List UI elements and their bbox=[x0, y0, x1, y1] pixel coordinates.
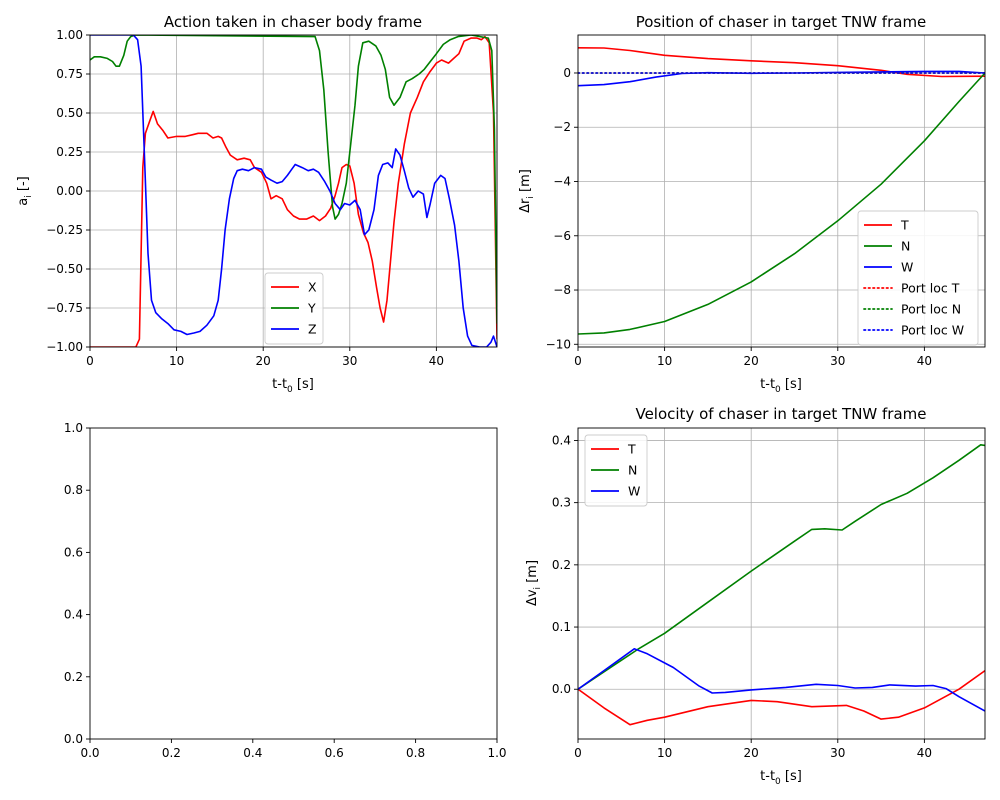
position-x-axis-label: t-t0 [s] bbox=[760, 377, 802, 395]
position-xtick-label: 10 bbox=[657, 354, 672, 368]
position-title: Position of chaser in target TNW frame bbox=[636, 13, 927, 31]
actions-panel: Action taken in chaser body frame t-t0 [… bbox=[16, 13, 498, 395]
actions-series-group bbox=[90, 35, 497, 347]
velocity-ytick-label: 0.0 bbox=[552, 682, 571, 696]
actions-title: Action taken in chaser body frame bbox=[164, 13, 422, 31]
actions-xtick-label: 0 bbox=[86, 354, 94, 368]
position-axes-frame bbox=[577, 34, 986, 348]
position-ytick-label: −4 bbox=[553, 175, 571, 189]
actions-y-axis-label: ai [-] bbox=[16, 176, 34, 205]
actions-xtick-label: 10 bbox=[169, 354, 184, 368]
velocity-legend: TNW bbox=[584, 434, 648, 507]
empty-xtick-label: 0.4 bbox=[243, 746, 262, 760]
position-series-group bbox=[578, 47, 985, 335]
actions-ytick-label: −0.25 bbox=[46, 223, 83, 237]
actions-ytick-label: 0.50 bbox=[56, 106, 83, 120]
velocity-series-group bbox=[578, 443, 985, 726]
velocity-plot-area: 0 10 20 30 40 0.0 0.1 0.2 0.3 0.4 bbox=[552, 427, 986, 760]
position-legend: TNW Port loc T Port loc N Port loc W bbox=[857, 210, 979, 346]
position-legend-label: Port loc N bbox=[901, 302, 961, 317]
actions-ytick-label: 0.00 bbox=[56, 184, 83, 198]
actions-legend-label: X bbox=[308, 280, 317, 295]
velocity-ytick-label: 0.2 bbox=[552, 558, 571, 572]
position-xtick-label: 0 bbox=[574, 354, 582, 368]
velocity-legend-label: N bbox=[628, 463, 637, 478]
velocity-y-axis-label: Δvi [m] bbox=[525, 560, 543, 606]
actions-xtick-label: 40 bbox=[429, 354, 444, 368]
position-ytick-label: −2 bbox=[553, 120, 571, 134]
velocity-series-t bbox=[578, 669, 985, 726]
empty-plot-area: 0.0 0.2 0.4 0.6 0.8 1.0 0.0 0.2 0.4 0.6 0.8 1.0 bbox=[64, 421, 507, 760]
position-legend-label: W bbox=[901, 260, 913, 275]
position-series-n bbox=[578, 72, 985, 335]
position-legend-label: T bbox=[900, 218, 909, 233]
actions-legend-label: Y bbox=[307, 301, 316, 316]
velocity-axes-frame bbox=[577, 427, 986, 740]
actions-ytick-label: −0.75 bbox=[46, 301, 83, 315]
empty-xtick-label: 0.0 bbox=[80, 746, 99, 760]
empty-panel: 0.0 0.2 0.4 0.6 0.8 1.0 0.0 0.2 0.4 0.6 0.8 1.0 bbox=[64, 421, 507, 760]
actions-ytick-label: −1.00 bbox=[46, 340, 83, 354]
empty-xtick-label: 0.2 bbox=[162, 746, 181, 760]
velocity-ytick-label: 0.4 bbox=[552, 433, 571, 447]
velocity-panel: Velocity of chaser in target TNW frame t… bbox=[525, 405, 986, 787]
position-panel: Position of chaser in target TNW frame t… bbox=[518, 13, 986, 395]
actions-series-z bbox=[90, 35, 497, 347]
velocity-legend-label: W bbox=[628, 484, 640, 499]
actions-legend: XYZ bbox=[264, 272, 324, 345]
actions-series-x bbox=[90, 35, 497, 347]
empty-ytick-label: 0.8 bbox=[64, 483, 83, 497]
velocity-legend-label: T bbox=[627, 442, 636, 457]
actions-x-axis-label: t-t0 [s] bbox=[272, 377, 314, 395]
actions-ytick-label: 0.25 bbox=[56, 145, 83, 159]
position-xtick-label: 40 bbox=[917, 354, 932, 368]
empty-ytick-label: 0.0 bbox=[64, 732, 83, 746]
position-legend-label: N bbox=[901, 239, 910, 254]
position-legend-label: Port loc W bbox=[901, 323, 964, 338]
position-ytick-label: −6 bbox=[553, 229, 571, 243]
velocity-xtick-label: 30 bbox=[830, 746, 845, 760]
actions-ytick-label: −0.50 bbox=[46, 262, 83, 276]
actions-ytick-label: 0.75 bbox=[56, 67, 83, 81]
actions-xtick-label: 20 bbox=[256, 354, 271, 368]
velocity-xtick-label: 40 bbox=[917, 746, 932, 760]
velocity-xtick-label: 20 bbox=[744, 746, 759, 760]
actions-xtick-label: 30 bbox=[342, 354, 357, 368]
position-y-axis-label: Δri [m] bbox=[518, 169, 536, 213]
position-legend-label: Port loc T bbox=[901, 281, 960, 296]
empty-xtick-label: 1.0 bbox=[487, 746, 506, 760]
velocity-title: Velocity of chaser in target TNW frame bbox=[635, 405, 926, 423]
position-ytick-label: 0 bbox=[563, 66, 571, 80]
empty-ytick-label: 1.0 bbox=[64, 421, 83, 435]
velocity-xtick-label: 10 bbox=[657, 746, 672, 760]
actions-series-y bbox=[90, 35, 497, 324]
position-legend-box bbox=[857, 210, 979, 346]
empty-xtick-label: 0.6 bbox=[325, 746, 344, 760]
velocity-series-w bbox=[578, 647, 985, 712]
velocity-xtick-label: 0 bbox=[574, 746, 582, 760]
position-plot-area: 0 10 20 30 40 −10 −8 −6 −4 −2 0 bbox=[546, 34, 986, 368]
empty-xtick-label: 0.8 bbox=[406, 746, 425, 760]
velocity-series-n bbox=[578, 443, 985, 690]
empty-ytick-label: 0.6 bbox=[64, 545, 83, 559]
empty-ytick-label: 0.2 bbox=[64, 670, 83, 684]
position-xtick-label: 20 bbox=[744, 354, 759, 368]
actions-legend-label: Z bbox=[308, 322, 317, 337]
velocity-ytick-label: 0.3 bbox=[552, 496, 571, 510]
velocity-ytick-label: 0.1 bbox=[552, 620, 571, 634]
empty-axes-frame bbox=[89, 427, 498, 740]
empty-ytick-label: 0.4 bbox=[64, 608, 83, 622]
position-series-t bbox=[578, 47, 985, 78]
position-ytick-label: −10 bbox=[546, 337, 571, 351]
position-ytick-label: −8 bbox=[553, 283, 571, 297]
actions-ytick-label: 1.00 bbox=[56, 28, 83, 42]
velocity-x-axis-label: t-t0 [s] bbox=[760, 769, 802, 787]
position-xtick-label: 30 bbox=[830, 354, 845, 368]
actions-plot-area: 0 10 20 30 40 −1.00 −0.75 −0.50 −0.25 0.00 0.25 0.5… bbox=[46, 28, 498, 368]
